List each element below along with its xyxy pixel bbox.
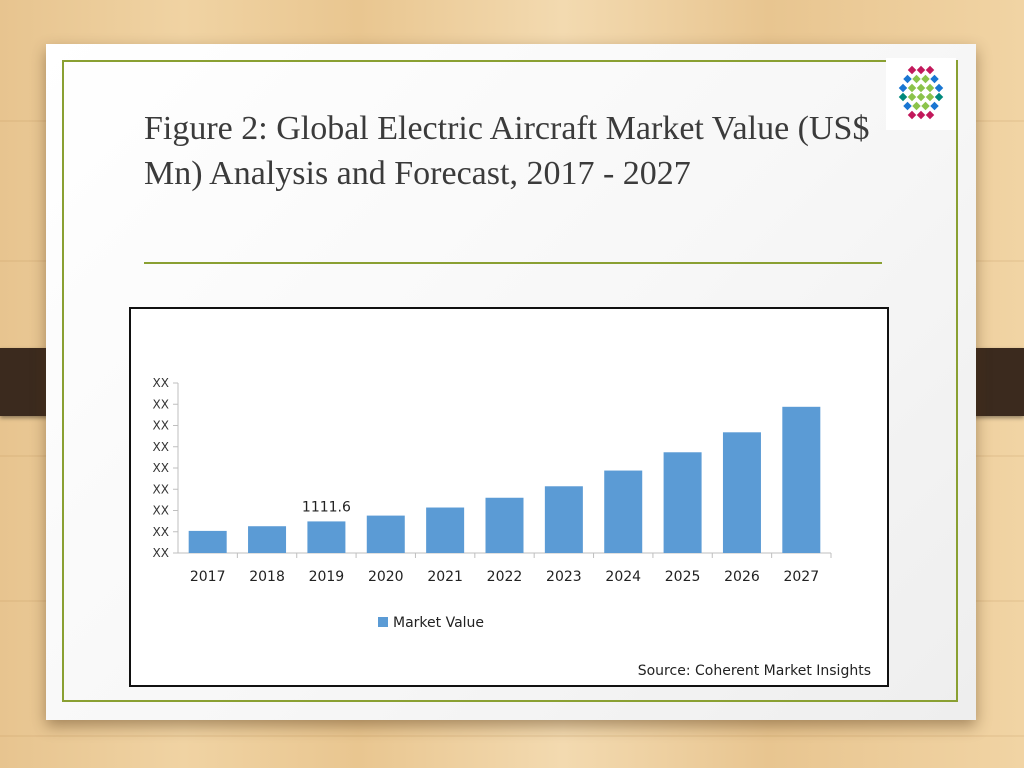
x-tick-label-2022: 2022: [487, 569, 523, 585]
source-note: Source: Coherent Market Insights: [637, 663, 871, 679]
x-tick-label-2026: 2026: [724, 569, 760, 585]
y-tick-label: XX: [153, 482, 169, 496]
y-tick-label: XX: [153, 397, 169, 411]
dotted-globe-logo-icon: [886, 58, 956, 130]
chart-panel: XX XX XX XX XX XX XX XX XX 2017 2018 2019 2020 2021 20…: [129, 307, 889, 687]
bar-2023: [544, 486, 583, 553]
bar-2027: [782, 406, 821, 553]
x-tick-label-2020: 2020: [368, 569, 404, 585]
y-tick-label: XX: [153, 525, 169, 539]
title-divider: [144, 262, 882, 264]
bar-2026: [722, 432, 761, 553]
y-tick-label: XX: [153, 440, 169, 454]
bar-2019: [307, 521, 346, 553]
bar-2022: [485, 497, 524, 553]
bar-2021: [426, 507, 465, 553]
slide-border: [62, 60, 958, 702]
x-tick-label-2021: 2021: [427, 569, 463, 585]
bar-2017: [188, 530, 227, 553]
legend-swatch: [378, 617, 388, 627]
x-tick-label-2023: 2023: [546, 569, 582, 585]
y-tick-label: XX: [153, 461, 169, 475]
x-tick-label-2019: 2019: [309, 569, 345, 585]
slide-title: Figure 2: Global Electric Aircraft Marke…: [144, 110, 870, 192]
bar-2020: [366, 515, 405, 553]
y-tick-label: XX: [153, 419, 169, 433]
x-tick-label-2027: 2027: [783, 569, 819, 585]
bar-2018: [248, 526, 287, 553]
x-tick-label-2018: 2018: [249, 569, 285, 585]
bar-2025: [663, 452, 702, 553]
legend-entry-market-value: Market Value: [393, 615, 484, 631]
y-tick-label: XX: [153, 504, 169, 518]
x-tick-label-2025: 2025: [665, 569, 701, 585]
y-tick-label: XX: [153, 546, 169, 560]
y-tick-label: XX: [153, 376, 169, 390]
x-tick-label-2017: 2017: [190, 569, 226, 585]
bar-chart: XX XX XX XX XX XX XX XX XX 2017 2018 2019 2020 2021 20…: [153, 376, 832, 631]
data-label-2019: 1111.6: [302, 499, 351, 515]
bar-2024: [604, 470, 643, 553]
x-tick-label-2024: 2024: [605, 569, 641, 585]
